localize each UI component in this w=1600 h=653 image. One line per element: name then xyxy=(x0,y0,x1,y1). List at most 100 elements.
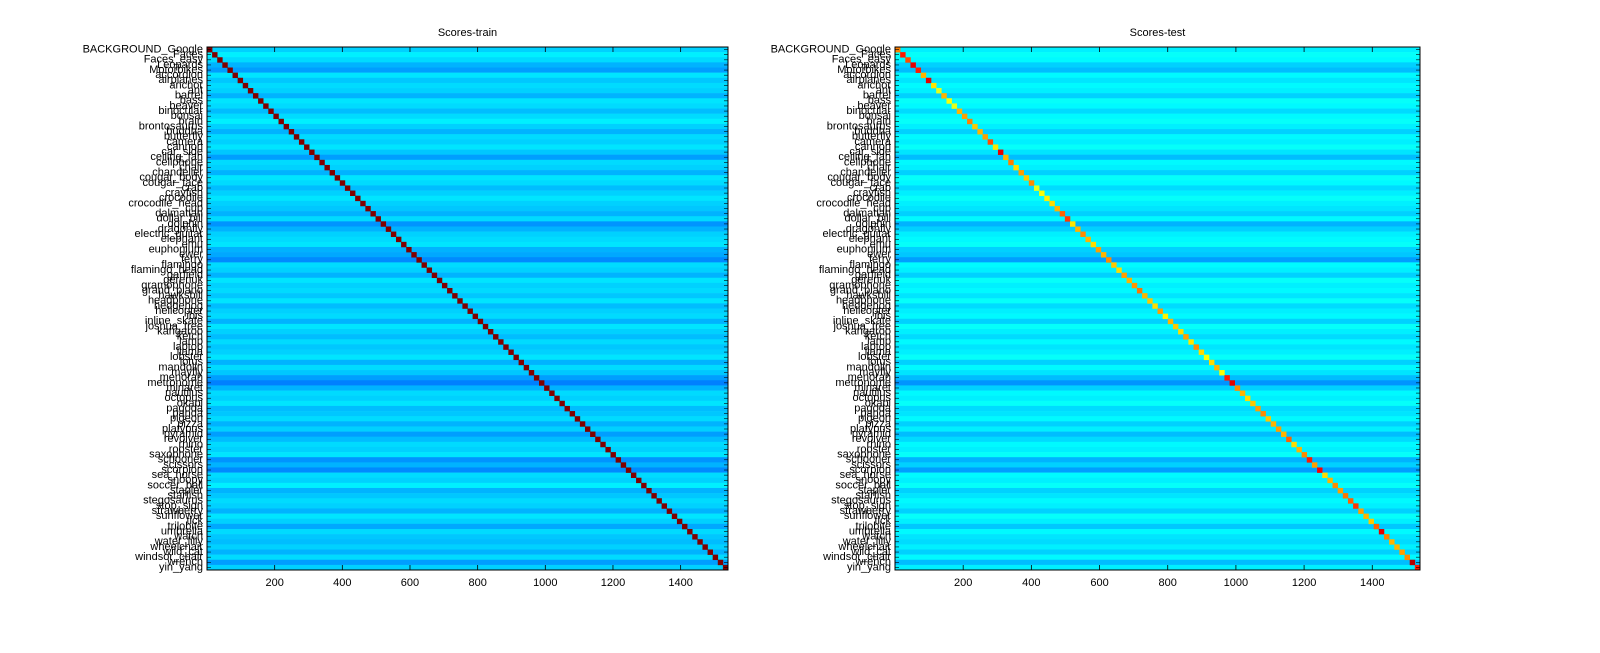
y-tick-label: electric_guitar xyxy=(135,228,204,240)
y-tick-label: sunflower xyxy=(844,510,891,522)
diagonal-cell xyxy=(1255,405,1261,412)
heatmap-row xyxy=(895,482,1420,489)
diagonal-cell xyxy=(544,385,550,391)
y-tick-label: hedgehog xyxy=(154,300,203,312)
diagonal-cell xyxy=(232,72,238,79)
y-tick-label: laptop xyxy=(861,341,891,353)
y-tick-label: inline_skate xyxy=(833,315,891,327)
diagonal-cell xyxy=(1342,493,1349,499)
axes-frame xyxy=(894,46,1421,571)
diagonal-cell xyxy=(1054,205,1061,212)
heatmap-row xyxy=(207,82,728,89)
heatmap-row xyxy=(207,411,728,417)
y-tick-label: butterfly xyxy=(164,131,204,143)
heatmap-row xyxy=(207,267,728,273)
heatmap-row xyxy=(207,154,728,161)
heatmap-row xyxy=(895,405,1420,412)
y-tick-label: cannon xyxy=(167,141,203,153)
y-tick-label: mandolin xyxy=(846,361,891,373)
y-tick-label: ketch xyxy=(177,331,203,343)
diagonal-cell xyxy=(630,472,637,479)
diagonal-cell xyxy=(252,93,259,99)
diagonal-cell xyxy=(1167,318,1174,325)
diagonal-cell xyxy=(1111,262,1117,268)
heatmap-row xyxy=(895,149,1420,155)
diagonal-cell xyxy=(1064,216,1071,222)
diagonal-cell xyxy=(1389,539,1395,545)
diagonal-cell xyxy=(395,236,402,243)
y-tick-label: bonsai xyxy=(171,110,203,122)
diagonal-cell xyxy=(605,446,611,453)
y-tick-label: soccer_ball xyxy=(147,479,203,491)
heatmap-row xyxy=(207,544,728,550)
heatmap-row xyxy=(895,564,1420,571)
diagonal-cell xyxy=(334,175,341,181)
diagonal-cell xyxy=(1347,498,1354,504)
diagonal-cell xyxy=(288,129,295,135)
y-tick-label: panda xyxy=(860,408,891,420)
y-tick-label: pagoda xyxy=(166,402,204,414)
heatmap-row xyxy=(895,467,1420,473)
heatmap-row xyxy=(207,134,728,140)
y-tick-label: mayfly xyxy=(859,366,891,378)
heatmap-row xyxy=(895,159,1420,166)
heatmap-row xyxy=(207,446,728,453)
heatmap-row xyxy=(207,416,728,422)
diagonal-cell xyxy=(1409,559,1416,566)
diagonal-cell xyxy=(344,185,351,191)
heatmap-row xyxy=(895,103,1420,109)
heatmap-row xyxy=(207,493,728,499)
y-tick-label: water_lilly xyxy=(154,536,204,548)
y-tick-label: hawksbill xyxy=(846,290,891,302)
diagonal-cell xyxy=(1368,518,1374,525)
diagonal-cell xyxy=(671,513,678,520)
y-tick-label: dolphin xyxy=(856,218,891,230)
x-tick-label: 600 xyxy=(1090,577,1108,589)
heatmap-row xyxy=(207,205,728,212)
diagonal-cell xyxy=(987,139,994,145)
diagonal-cell xyxy=(1270,421,1277,427)
heatmap-row xyxy=(207,364,728,371)
diagonal-cell xyxy=(702,544,708,550)
diagonal-cell xyxy=(263,103,269,109)
y-tick-label: ceiling_fan xyxy=(838,151,891,163)
diagonal-cell xyxy=(258,98,264,104)
diagonal-cell xyxy=(1157,308,1163,314)
heatmap-row xyxy=(207,88,728,94)
diagonal-cell xyxy=(564,405,570,412)
y-tick-label: headphone xyxy=(148,295,203,307)
heatmap-row xyxy=(207,426,728,432)
y-tick-label: chandelier xyxy=(840,167,891,179)
heatmap-row xyxy=(895,282,1420,289)
y-tick-label: cannon xyxy=(855,141,891,153)
y-tick-label: dragonfly xyxy=(846,223,892,235)
diagonal-cell xyxy=(1239,390,1246,396)
diagonal-cell xyxy=(1327,477,1333,484)
heatmap-row xyxy=(207,534,728,540)
y-tick-label: cellphone xyxy=(844,156,891,168)
heatmap-row xyxy=(895,370,1420,376)
heatmap-row xyxy=(895,262,1420,268)
x-tick-label: 1400 xyxy=(668,577,692,589)
heatmap-row xyxy=(207,277,728,284)
diagonal-cell xyxy=(697,539,703,545)
diagonal-cell xyxy=(273,113,279,120)
diagonal-cell xyxy=(1353,503,1359,509)
heatmap-row xyxy=(895,62,1420,68)
y-tick-label: mandolin xyxy=(158,361,203,373)
diagonal-cell xyxy=(925,77,932,84)
y-tick-label: euphonium xyxy=(149,243,203,255)
chart-title: Scores-test xyxy=(1130,27,1186,39)
heatmap-row xyxy=(895,559,1420,566)
y-tick-label: gerenuk xyxy=(851,274,891,286)
heatmap-row xyxy=(207,282,728,289)
heatmap-row xyxy=(207,400,728,407)
y-tick-label: grand_piano xyxy=(142,284,203,296)
heatmap-row xyxy=(207,108,728,114)
y-tick-label: umbrella xyxy=(161,525,204,537)
y-tick-label: kangaroo xyxy=(157,325,203,337)
y-tick-label: wheelchair xyxy=(149,541,203,553)
y-tick-label: joshua_tree xyxy=(145,320,204,332)
y-tick-label: cougar_body xyxy=(139,172,203,184)
y-tick-label: cougar_face xyxy=(830,177,891,189)
